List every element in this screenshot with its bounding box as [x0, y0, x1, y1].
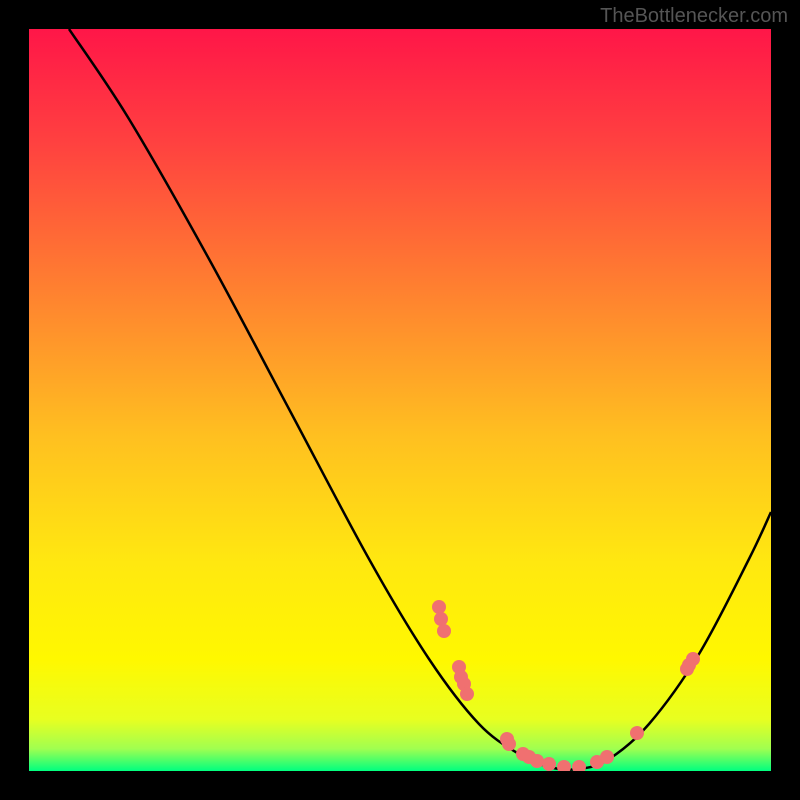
- data-point: [630, 726, 644, 740]
- data-point: [600, 750, 614, 764]
- data-point: [530, 754, 544, 768]
- data-point: [432, 600, 446, 614]
- data-point: [542, 757, 556, 771]
- data-point: [686, 652, 700, 666]
- bottleneck-curve: [29, 29, 771, 771]
- data-point: [502, 737, 516, 751]
- data-point: [434, 612, 448, 626]
- data-point: [437, 624, 451, 638]
- data-point: [460, 687, 474, 701]
- chart-plot-area: [29, 29, 771, 771]
- watermark-text: TheBottlenecker.com: [600, 5, 788, 28]
- data-point: [572, 760, 586, 771]
- data-point: [557, 760, 571, 771]
